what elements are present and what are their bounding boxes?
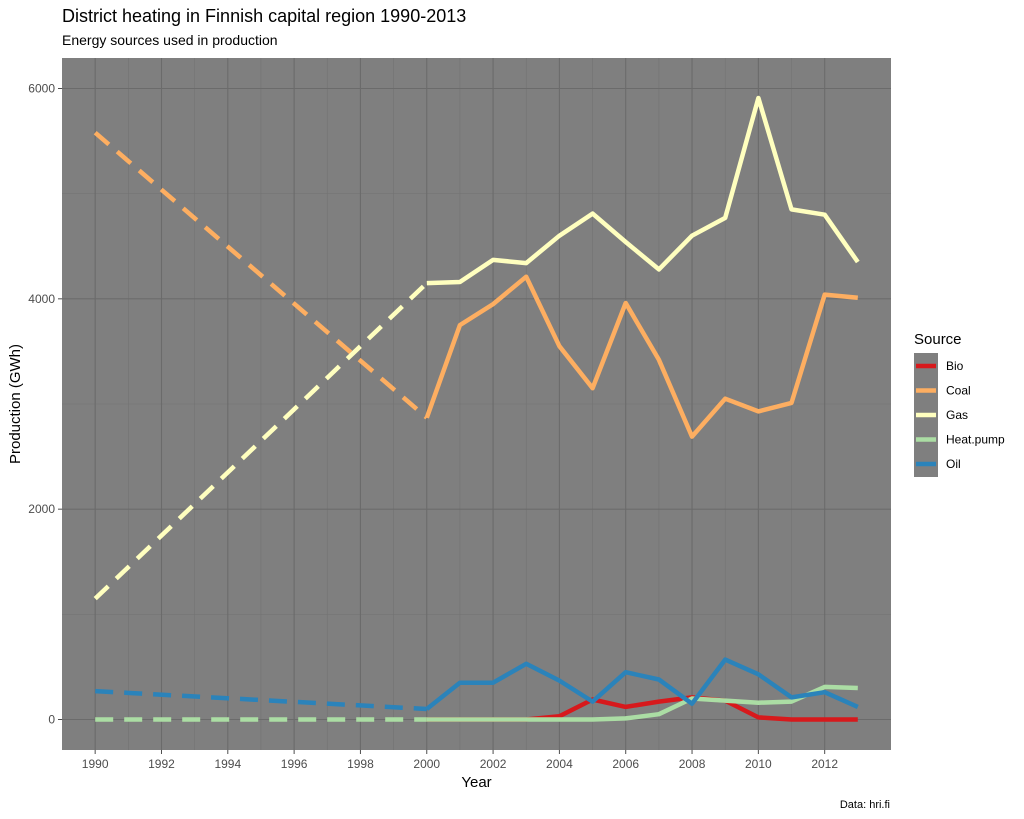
x-tick-label: 2012 [811,757,838,771]
legend-label-bio: Bio [946,359,964,373]
x-tick-label: 2010 [745,757,772,771]
x-axis-title: Year [461,774,491,791]
legend: Source Bio Coal Gas Heat.pump Oil [914,331,1005,477]
series-coal-line [424,274,859,439]
x-tick-label: 2000 [413,757,440,771]
y-tick-label: 2000 [28,502,55,516]
x-tick-label: 1998 [347,757,374,771]
x-tick-label: 2002 [480,757,507,771]
x-tick-label: 1990 [82,757,109,771]
caption: Data: hri.fi [840,799,890,811]
series-coal-dashed-line [93,130,429,420]
legend-title: Source [914,331,962,348]
series-gas-dashed-line [93,281,429,601]
legend-label-gas: Gas [946,408,968,422]
y-tick-label: 6000 [28,81,55,95]
series-oil-line [425,657,859,711]
x-tick-label: 2008 [679,757,706,771]
legend-label-oil: Oil [946,457,961,471]
series-gas-line [426,95,860,286]
legend-label-heat-pump: Heat.pump [946,433,1005,447]
x-tick-label: 1996 [281,757,308,771]
x-tick-label: 1994 [214,757,241,771]
chart-title: District heating in Finnish capital regi… [62,6,466,26]
series-oil-dashed-line [95,688,427,712]
legend-label-coal: Coal [946,384,971,398]
series-heat-pump-line [426,684,858,722]
x-tick-label: 2006 [612,757,639,771]
y-tick-label: 4000 [28,292,55,306]
x-tick-label: 2004 [546,757,573,771]
chart-subtitle: Energy sources used in production [62,32,278,48]
y-tick-label: 0 [48,713,55,727]
x-tick-label: 1992 [148,757,175,771]
y-axis-title: Production (GWh) [7,344,24,464]
